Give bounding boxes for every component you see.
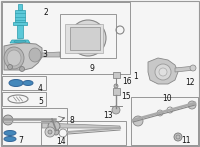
Ellipse shape [4,137,16,142]
Polygon shape [113,88,120,95]
Ellipse shape [188,101,196,109]
Ellipse shape [155,64,171,80]
Polygon shape [18,4,22,10]
Ellipse shape [190,65,196,71]
Ellipse shape [174,133,182,141]
Polygon shape [42,52,60,57]
Ellipse shape [133,116,143,126]
Polygon shape [70,27,100,50]
Ellipse shape [23,81,33,86]
Ellipse shape [53,129,59,135]
Ellipse shape [20,66,24,71]
Ellipse shape [4,47,24,69]
Text: 12: 12 [185,78,194,87]
Ellipse shape [112,106,120,114]
Text: 14: 14 [56,137,66,146]
Bar [41,121,126,145]
Text: 13: 13 [103,111,113,120]
Ellipse shape [48,121,60,131]
Polygon shape [17,25,23,38]
Text: 16: 16 [122,77,132,86]
Polygon shape [42,123,120,128]
Ellipse shape [48,130,52,134]
Ellipse shape [29,48,41,62]
Bar [60,14,116,58]
Text: 1: 1 [133,72,138,81]
Bar [2,76,46,90]
Text: 8: 8 [69,116,74,125]
Ellipse shape [157,110,163,116]
Text: 15: 15 [121,92,131,101]
Polygon shape [113,72,120,78]
Polygon shape [148,58,178,84]
Polygon shape [10,40,30,43]
Ellipse shape [7,50,21,66]
Bar [2,2,130,74]
Text: 4: 4 [38,84,43,93]
Bar [2,108,67,145]
Polygon shape [4,43,42,70]
Ellipse shape [14,40,26,43]
Ellipse shape [81,31,95,45]
Ellipse shape [8,65,12,70]
Text: 3: 3 [42,50,47,59]
Text: 2: 2 [43,8,48,17]
Polygon shape [65,24,103,53]
Text: 7: 7 [18,136,23,145]
Bar [131,97,198,145]
Ellipse shape [9,80,23,86]
Ellipse shape [3,115,13,125]
Polygon shape [13,22,27,25]
Text: 9: 9 [90,64,95,73]
Ellipse shape [159,68,167,76]
Polygon shape [175,66,195,72]
Ellipse shape [76,26,100,50]
Text: 5: 5 [38,97,43,106]
Ellipse shape [114,84,118,88]
Polygon shape [15,10,25,22]
Ellipse shape [70,20,106,56]
Text: 10: 10 [162,94,172,103]
Ellipse shape [45,127,55,137]
Text: 11: 11 [181,136,190,145]
Ellipse shape [4,131,16,136]
Bar [2,92,46,106]
